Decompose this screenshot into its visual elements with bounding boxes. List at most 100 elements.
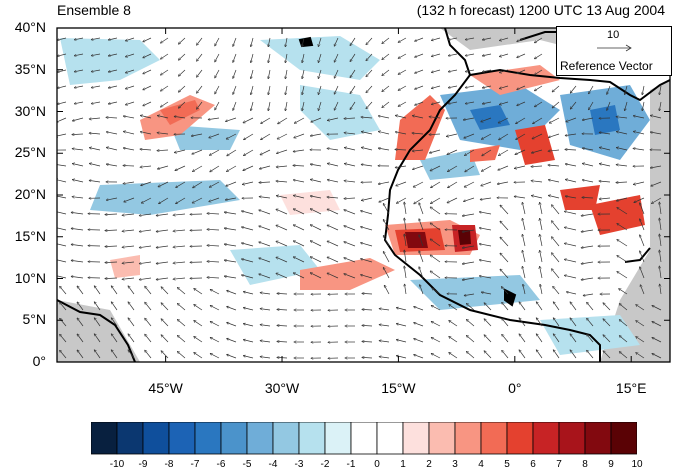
wind-vector [497, 181, 509, 184]
wind-vector [293, 195, 305, 199]
wind-vector [361, 275, 373, 279]
anomaly-negative [420, 150, 480, 180]
wind-vector [642, 101, 645, 111]
wind-vector [94, 318, 101, 327]
anomaly-positive [515, 125, 555, 165]
wind-vector [277, 309, 288, 310]
wind-vector [448, 37, 458, 40]
wind-vector [161, 351, 169, 359]
wind-vector [616, 132, 628, 135]
wind-vector [194, 304, 203, 311]
wind-vector [259, 197, 271, 199]
colorbar-swatch [298, 422, 326, 455]
latitude-label: 5°N [22, 311, 47, 328]
wind-vector [540, 234, 543, 247]
colorbar-swatch [220, 422, 248, 455]
wind-vector [536, 350, 543, 359]
wind-vector [396, 197, 407, 203]
wind-vector [659, 85, 662, 95]
wind-vector [91, 85, 101, 88]
wind-vector [122, 278, 135, 279]
wind-vector [350, 37, 356, 46]
wind-vector [233, 85, 237, 94]
wind-vector [383, 219, 390, 231]
wind-vector [383, 267, 390, 279]
wind-vector [599, 164, 611, 167]
wind-vector [378, 148, 390, 151]
wind-vector [603, 351, 611, 359]
wind-vector [91, 53, 101, 56]
wind-vector [259, 258, 271, 263]
wind-vector [209, 133, 220, 138]
wind-vector [430, 271, 441, 279]
wind-vector [564, 227, 577, 231]
wind-vector [156, 229, 169, 232]
wind-vector [379, 197, 390, 202]
reference-vector-label: Reference Vector [560, 59, 653, 73]
wind-vector [226, 117, 237, 121]
wind-vector [89, 163, 101, 167]
wind-vector [379, 357, 390, 359]
plot-title-right: (132 h forecast) 1200 UTC 13 Aug 2004 [416, 2, 665, 18]
wind-vector [74, 85, 84, 88]
wind-vector [108, 85, 118, 88]
wind-vector [519, 350, 526, 359]
wind-vector [429, 117, 441, 118]
coastlines [57, 28, 670, 362]
wind-vector [599, 181, 611, 182]
wind-vector [566, 117, 577, 122]
wind-vector [173, 214, 186, 215]
wind-vector [619, 304, 628, 311]
wind-vector [430, 207, 441, 215]
wind-vector [71, 228, 84, 231]
wind-vector [277, 325, 288, 326]
wind-vector [502, 334, 509, 343]
wind-vector [91, 69, 101, 72]
wind-vector [499, 69, 509, 73]
wind-vector [139, 229, 152, 232]
wind-vector [499, 101, 509, 105]
wind-vector [311, 117, 322, 122]
wind-vector [551, 253, 560, 263]
wind-vector [74, 69, 84, 72]
wind-vector [366, 85, 373, 93]
wind-vector [362, 357, 373, 358]
wind-vector [327, 197, 339, 198]
wind-vector [582, 148, 594, 151]
wind-vector [498, 117, 509, 123]
wind-vector [210, 353, 220, 359]
wind-vector [514, 196, 526, 199]
wind-vector [77, 350, 84, 359]
wind-vector [430, 255, 441, 263]
wind-vector [565, 196, 577, 199]
wind-vector [448, 181, 458, 188]
wind-vector [318, 101, 322, 111]
wind-vector [241, 211, 254, 215]
wind-vector [414, 307, 424, 311]
wind-vector [285, 37, 288, 47]
colorbar-label: 1 [400, 459, 406, 470]
wind-vector [251, 101, 254, 111]
wind-vector [60, 350, 67, 359]
wind-vector [481, 292, 492, 295]
wind-vector [633, 181, 645, 185]
wind-vector [105, 278, 118, 279]
wind-vector [108, 37, 118, 40]
wind-vector [260, 325, 271, 327]
wind-vector [479, 260, 492, 263]
wind-vector [122, 262, 135, 263]
wind-vector [94, 286, 101, 295]
wind-vector [197, 69, 203, 77]
wind-vector [157, 165, 169, 169]
wind-vector [260, 309, 271, 311]
colorbar-label: 5 [504, 459, 510, 470]
colorbar-swatch [246, 422, 274, 455]
wind-vector [108, 101, 118, 104]
wind-vector [161, 53, 169, 59]
wind-vector [327, 117, 339, 121]
wind-vector [565, 149, 577, 150]
wind-vector [318, 37, 322, 47]
wind-vector [570, 101, 577, 109]
wind-vector [244, 133, 254, 140]
wind-vector [378, 116, 390, 119]
